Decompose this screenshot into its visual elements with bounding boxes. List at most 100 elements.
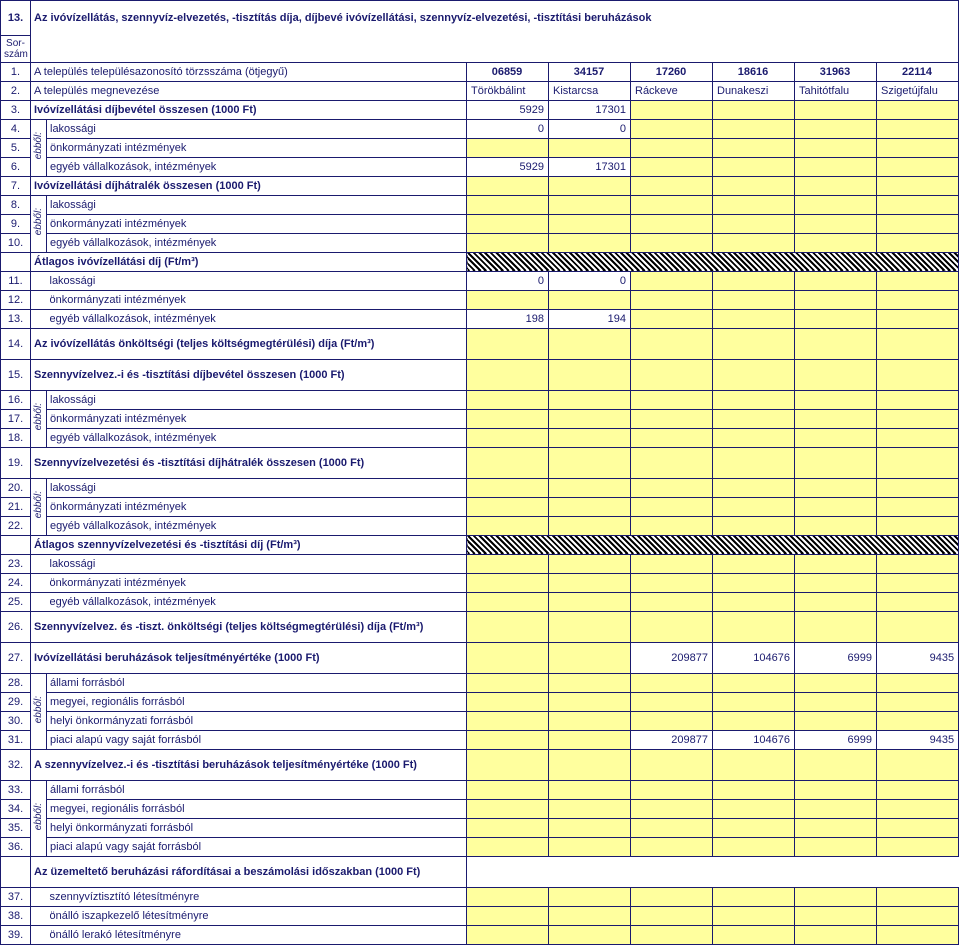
data-cell bbox=[631, 837, 713, 856]
data-cell bbox=[631, 290, 713, 309]
data-cell bbox=[549, 573, 631, 592]
row-number: 17. bbox=[1, 409, 31, 428]
data-cell bbox=[877, 309, 959, 328]
row-label: lakossági bbox=[47, 554, 467, 573]
row-label: A szennyvízelvez.-i és -tisztítási beruh… bbox=[31, 749, 467, 780]
row-label: megyei, regionális forrásból bbox=[47, 692, 467, 711]
data-cell bbox=[631, 925, 713, 944]
data-cell bbox=[713, 359, 795, 390]
data-cell bbox=[467, 478, 549, 497]
data-cell: 17301 bbox=[549, 100, 631, 119]
data-cell bbox=[713, 516, 795, 535]
data-cell bbox=[795, 290, 877, 309]
row-label: egyéb vállalkozások, intézmények bbox=[47, 309, 467, 328]
data-cell bbox=[713, 447, 795, 478]
row-label: egyéb vállalkozások, intézmények bbox=[47, 233, 467, 252]
data-cell bbox=[877, 478, 959, 497]
row-number: 33. bbox=[1, 780, 31, 799]
data-cell bbox=[713, 195, 795, 214]
table-row: 21.önkormányzati intézmények bbox=[1, 497, 959, 516]
table-row: 8.ebből:lakossági bbox=[1, 195, 959, 214]
table-row: 38.önálló iszapkezelő létesítményre bbox=[1, 906, 959, 925]
data-cell bbox=[877, 516, 959, 535]
empty-data bbox=[467, 856, 959, 887]
table-row: 4.ebből:lakossági00 bbox=[1, 119, 959, 138]
row-number: 6. bbox=[1, 157, 31, 176]
data-cell bbox=[795, 359, 877, 390]
data-cell bbox=[549, 673, 631, 692]
table-row: 18.egyéb vállalkozások, intézmények bbox=[1, 428, 959, 447]
data-cell bbox=[795, 214, 877, 233]
table-row: 3.Ivóvízellátási díjbevétel összesen (10… bbox=[1, 100, 959, 119]
indent-spacer bbox=[31, 592, 47, 611]
data-cell: 209877 bbox=[631, 730, 713, 749]
row-label: Az üzemeltető beruházási ráfordításai a … bbox=[31, 856, 467, 887]
data-cell bbox=[467, 138, 549, 157]
data-cell bbox=[877, 837, 959, 856]
data-cell bbox=[877, 271, 959, 290]
row-label: egyéb vállalkozások, intézmények bbox=[47, 592, 467, 611]
data-cell bbox=[467, 573, 549, 592]
data-cell bbox=[713, 611, 795, 642]
table-row: 27.Ivóvízellátási beruházások teljesítmé… bbox=[1, 642, 959, 673]
table-row: 31.piaci alapú vagy saját forrásból20987… bbox=[1, 730, 959, 749]
table-row: 33.ebből:állami forrásból bbox=[1, 780, 959, 799]
table-row: 28.ebből:állami forrásból bbox=[1, 673, 959, 692]
table-row: Átlagos szennyvízelvezetési és -tisztítá… bbox=[1, 535, 959, 554]
data-cell bbox=[713, 780, 795, 799]
row-label: Ivóvízellátási díjbevétel összesen (1000… bbox=[31, 100, 467, 119]
data-cell: 31963 bbox=[795, 62, 877, 81]
table-row: 22.egyéb vállalkozások, intézmények bbox=[1, 516, 959, 535]
data-cell bbox=[467, 611, 549, 642]
data-cell: 06859 bbox=[467, 62, 549, 81]
data-cell bbox=[713, 749, 795, 780]
data-cell bbox=[877, 195, 959, 214]
row-number: 39. bbox=[1, 925, 31, 944]
row-label: egyéb vállalkozások, intézmények bbox=[47, 516, 467, 535]
data-cell bbox=[549, 925, 631, 944]
data-cell bbox=[631, 906, 713, 925]
row-label: állami forrásból bbox=[47, 780, 467, 799]
row-number bbox=[1, 535, 31, 554]
data-cell: 9435 bbox=[877, 642, 959, 673]
row-label: szennyvíztisztító létesítményre bbox=[47, 887, 467, 906]
ebbol-label: ebből: bbox=[31, 390, 47, 447]
data-cell bbox=[631, 214, 713, 233]
data-cell bbox=[795, 409, 877, 428]
data-cell bbox=[549, 428, 631, 447]
table-row: 19.Szennyvízelvezetési és -tisztítási dí… bbox=[1, 447, 959, 478]
data-cell bbox=[713, 837, 795, 856]
table-row: 6.egyéb vállalkozások, intézmények592917… bbox=[1, 157, 959, 176]
data-cell bbox=[713, 100, 795, 119]
data-cell bbox=[467, 925, 549, 944]
table-row: 9.önkormányzati intézmények bbox=[1, 214, 959, 233]
indent-spacer bbox=[31, 925, 47, 944]
data-cell bbox=[877, 592, 959, 611]
data-cell bbox=[631, 711, 713, 730]
row-label: egyéb vállalkozások, intézmények bbox=[47, 157, 467, 176]
data-cell bbox=[467, 780, 549, 799]
data-cell bbox=[467, 730, 549, 749]
row-number: 5. bbox=[1, 138, 31, 157]
row-number: 10. bbox=[1, 233, 31, 252]
row-label: helyi önkormányzati forrásból bbox=[47, 818, 467, 837]
data-cell bbox=[713, 711, 795, 730]
data-cell bbox=[877, 573, 959, 592]
row-number: 12. bbox=[1, 290, 31, 309]
data-cell bbox=[467, 818, 549, 837]
row-number: 18. bbox=[1, 428, 31, 447]
data-cell bbox=[877, 611, 959, 642]
row-number: 25. bbox=[1, 592, 31, 611]
data-cell bbox=[877, 359, 959, 390]
data-cell bbox=[549, 478, 631, 497]
data-cell bbox=[631, 409, 713, 428]
table-row: 20.ebből:lakossági bbox=[1, 478, 959, 497]
row-number: 14. bbox=[1, 328, 31, 359]
data-cell bbox=[549, 233, 631, 252]
data-cell bbox=[795, 925, 877, 944]
data-table: 13.Az ivóvízellátás, szennyvíz-elvezetés… bbox=[0, 0, 959, 945]
data-cell bbox=[877, 887, 959, 906]
row-label: helyi önkormányzati forrásból bbox=[47, 711, 467, 730]
data-cell bbox=[631, 611, 713, 642]
data-cell bbox=[877, 138, 959, 157]
